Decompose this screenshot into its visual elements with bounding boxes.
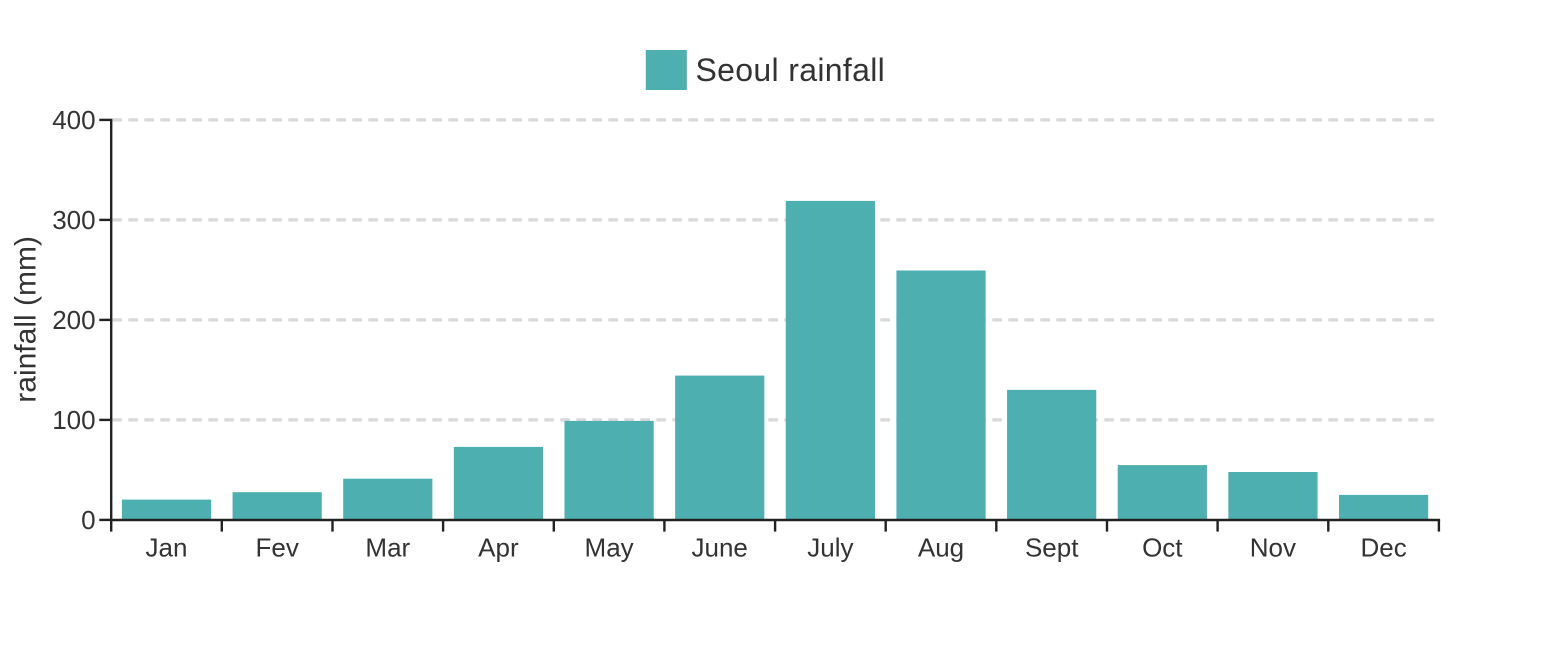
svg-text:Dec: Dec [1360,533,1406,563]
svg-text:Apr: Apr [478,533,519,563]
svg-text:Fev: Fev [256,533,299,563]
svg-text:July: July [807,533,853,563]
svg-text:rainfall (mm): rainfall (mm) [10,236,43,403]
svg-text:Sept: Sept [1025,533,1079,563]
svg-text:Aug: Aug [918,533,964,563]
svg-text:100: 100 [52,405,95,435]
svg-text:Nov: Nov [1250,533,1296,563]
svg-text:400: 400 [52,105,95,135]
svg-text:Oct: Oct [1142,533,1183,563]
svg-text:300: 300 [52,205,95,235]
svg-text:Seoul rainfall: Seoul rainfall [696,52,886,88]
svg-text:Mar: Mar [365,533,410,563]
svg-text:Jan: Jan [146,533,188,563]
svg-text:200: 200 [52,305,95,335]
svg-text:0: 0 [81,505,95,535]
svg-text:June: June [692,533,748,563]
svg-text:May: May [585,533,634,563]
